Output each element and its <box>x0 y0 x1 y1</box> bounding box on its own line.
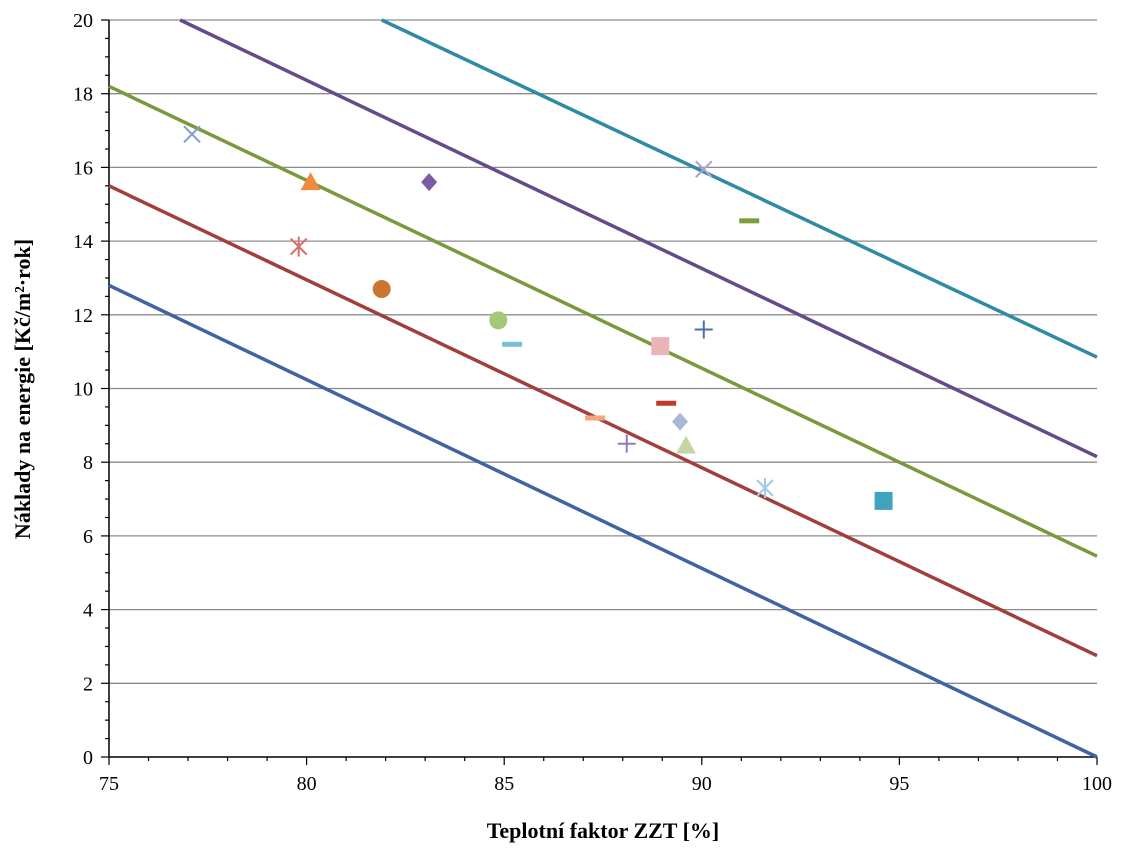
x-tick-label-90: 90 <box>692 773 712 795</box>
x-tick-label-80: 80 <box>297 773 317 795</box>
marker-triangle <box>300 172 321 191</box>
data-point-8 <box>585 415 606 421</box>
data-point-7 <box>502 341 523 347</box>
marker-plus <box>617 434 636 453</box>
y-tick-label-4: 4 <box>83 600 93 622</box>
y-tick-label-18: 18 <box>73 84 93 106</box>
y-tick-label-10: 10 <box>73 379 93 401</box>
axes <box>101 19 1098 765</box>
data-point-18 <box>874 491 893 510</box>
marker-x <box>695 160 713 178</box>
series-line-4 <box>179 18 1098 459</box>
y-tick-label-16: 16 <box>73 157 93 179</box>
y-tick-label-12: 12 <box>73 305 93 327</box>
marker-diamond <box>421 173 438 192</box>
marker-circle <box>489 311 508 330</box>
marker-asterisk <box>289 236 308 257</box>
gridlines <box>109 19 1097 684</box>
series-lines <box>108 18 1098 759</box>
marker-triangle <box>675 435 696 454</box>
y-tick-label-14: 14 <box>73 231 93 253</box>
data-point-10 <box>651 337 670 356</box>
series-line-5 <box>380 18 1098 359</box>
marker-dash <box>739 218 760 224</box>
data-point-4 <box>372 280 391 299</box>
data-point-11 <box>656 400 677 406</box>
data-point-1 <box>183 125 201 143</box>
x-tick-label-75: 75 <box>99 773 119 795</box>
y-tick-label-6: 6 <box>83 526 93 548</box>
data-point-12 <box>672 412 689 431</box>
y-tick-label-20: 20 <box>73 10 93 32</box>
y-tick-label-8: 8 <box>83 452 93 474</box>
data-points <box>183 125 893 510</box>
data-point-17 <box>756 477 774 498</box>
data-point-14 <box>694 320 713 339</box>
y-axis-title: Náklady na energie [Kč/m²·rok] <box>10 239 35 539</box>
marker-square <box>874 491 893 510</box>
marker-dash <box>656 400 677 406</box>
data-point-16 <box>739 218 760 224</box>
data-point-5 <box>421 173 438 192</box>
marker-x <box>183 125 201 143</box>
marker-plus <box>694 320 713 339</box>
data-point-9 <box>617 434 636 453</box>
y-tick-label-0: 0 <box>83 747 93 769</box>
x-tick-label-95: 95 <box>889 773 909 795</box>
marker-dash <box>502 341 523 347</box>
marker-diamond <box>672 412 689 431</box>
tick-labels: 0 2 4 6 8 10 12 14 16 18 20 75 80 85 90 95 100 <box>73 10 1112 795</box>
x-tick-label-100: 100 <box>1082 773 1112 795</box>
data-point-13 <box>675 435 696 454</box>
y-tick-label-2: 2 <box>83 673 93 695</box>
data-point-3 <box>289 236 308 257</box>
series-line-3 <box>108 84 1098 558</box>
series-line-1 <box>108 283 1098 759</box>
marker-asterisk <box>756 477 774 498</box>
marker-circle <box>372 280 391 299</box>
data-point-15 <box>695 160 713 178</box>
marker-square <box>651 337 670 356</box>
marker-dash <box>585 415 606 421</box>
data-point-6 <box>489 311 508 330</box>
x-axis-title: Teplotní faktor ZZT [%] <box>487 818 719 843</box>
data-point-2 <box>300 172 321 191</box>
x-tick-label-85: 85 <box>494 773 514 795</box>
series-line-2 <box>108 184 1098 658</box>
